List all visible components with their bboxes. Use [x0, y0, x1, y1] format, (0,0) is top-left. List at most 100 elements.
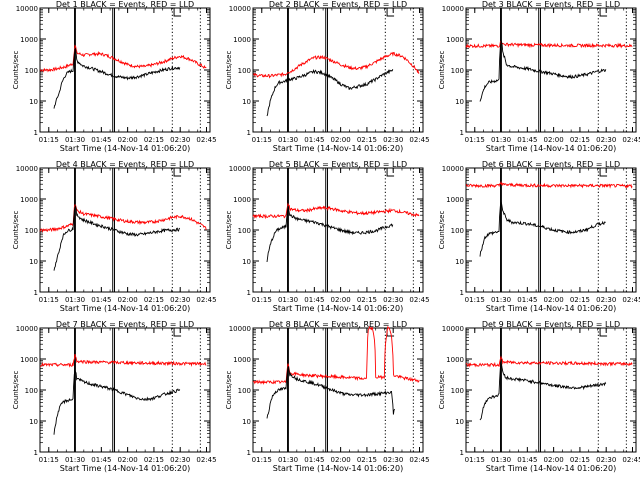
x-axis-label: Start Time (14-Nov-14 01:06:20)	[60, 144, 190, 153]
bracket-marker	[599, 328, 608, 337]
bracket-marker	[599, 168, 608, 177]
x-tick-label: 01:30	[278, 456, 298, 464]
x-tick-label: 02:00	[544, 136, 564, 144]
x-tick-label: 01:45	[91, 136, 111, 144]
x-tick-label: 01:15	[39, 456, 59, 464]
x-tick-label: 01:45	[517, 136, 537, 144]
plot-frame	[465, 7, 637, 133]
x-tick-label: 02:00	[118, 136, 138, 144]
lld-series-line	[39, 353, 207, 368]
x-tick-label: 02:45	[409, 456, 429, 464]
y-axis-label: Counts/sec	[12, 211, 20, 250]
y-axis-label: Counts/sec	[225, 371, 233, 410]
bracket-marker	[386, 8, 395, 17]
y-tick-label: 1	[247, 129, 251, 137]
x-tick-label: 02:15	[357, 136, 377, 144]
x-tick-label: 02:15	[570, 456, 590, 464]
x-axis-label: Start Time (14-Nov-14 01:06:20)	[273, 464, 403, 473]
y-tick-label: 1	[460, 289, 464, 297]
lld-series-line	[465, 40, 633, 49]
x-tick-label: 01:15	[465, 296, 485, 304]
y-tick-label: 10	[29, 98, 38, 106]
panel-title: Det 3 BLACK = Events, RED = LLD	[482, 0, 620, 9]
x-tick-label: 02:00	[331, 296, 351, 304]
x-tick-label: 02:45	[409, 136, 429, 144]
x-tick-label: 02:15	[144, 296, 164, 304]
x-tick-label: 02:45	[196, 456, 216, 464]
y-tick-label: 10000	[16, 165, 38, 173]
y-tick-label: 1000	[233, 36, 251, 44]
y-tick-label: 100	[238, 67, 251, 75]
x-tick-label: 01:45	[304, 136, 324, 144]
x-tick-label: 01:15	[39, 296, 59, 304]
x-tick-label: 02:30	[383, 456, 403, 464]
bracket-marker	[386, 168, 395, 177]
x-tick-label: 02:45	[622, 456, 640, 464]
y-tick-label: 10	[455, 258, 464, 266]
y-tick-label: 100	[451, 387, 464, 395]
detector-panel-5: 1 10 100 1000 10000 01:15 01:30 01:45 02:00 02:15…	[225, 160, 430, 313]
detector-panel-2: 1 10 100 1000 10000 01:15 01:30 01:45 02:00 02:15…	[225, 0, 430, 153]
lld-series-line	[39, 44, 207, 73]
y-tick-label: 100	[25, 67, 38, 75]
events-series-line	[53, 369, 181, 435]
y-tick-label: 10000	[229, 165, 251, 173]
lld-series-line	[252, 325, 420, 386]
y-axis-label: Counts/sec	[225, 51, 233, 90]
lld-series-line	[252, 202, 420, 220]
y-tick-label: 10	[455, 418, 464, 426]
y-tick-label: 10	[242, 98, 251, 106]
events-series-line	[266, 68, 394, 117]
detector-panel-1: 1 10 100 1000 10000 01:15 01:30 01:45 02:00 02:15…	[12, 0, 217, 153]
events-series-line	[53, 204, 181, 271]
x-tick-label: 02:00	[544, 296, 564, 304]
y-tick-label: 1000	[20, 36, 38, 44]
plot-frame	[465, 327, 637, 453]
x-axis-label: Start Time (14-Nov-14 01:06:20)	[60, 464, 190, 473]
y-tick-label: 10000	[229, 5, 251, 13]
y-tick-label: 1000	[233, 196, 251, 204]
x-tick-label: 01:30	[278, 136, 298, 144]
y-axis-label: Counts/sec	[438, 371, 446, 410]
x-tick-label: 01:30	[65, 456, 85, 464]
x-tick-label: 02:00	[331, 456, 351, 464]
y-tick-label: 1	[460, 449, 464, 457]
y-tick-label: 100	[25, 387, 38, 395]
detector-panel-7: 1 10 100 1000 10000 01:15 01:30 01:45 02:00 02:15…	[12, 320, 217, 473]
x-tick-label: 02:30	[596, 296, 616, 304]
x-tick-label: 02:00	[544, 456, 564, 464]
detector-panel-6: 1 10 100 1000 10000 01:15 01:30 01:45 02:00 02:15…	[438, 160, 640, 313]
y-tick-label: 10000	[16, 5, 38, 13]
x-tick-label: 02:30	[170, 296, 190, 304]
x-tick-label: 02:30	[170, 136, 190, 144]
x-tick-label: 02:15	[144, 456, 164, 464]
x-tick-label: 02:15	[570, 136, 590, 144]
x-tick-label: 02:30	[383, 296, 403, 304]
x-axis-label: Start Time (14-Nov-14 01:06:20)	[486, 464, 616, 473]
events-series-line	[479, 362, 607, 421]
y-tick-label: 1	[34, 449, 38, 457]
x-tick-label: 01:30	[491, 456, 511, 464]
x-tick-label: 02:15	[357, 456, 377, 464]
y-tick-label: 1	[247, 449, 251, 457]
y-tick-label: 1000	[233, 356, 251, 364]
events-series-line	[53, 47, 181, 109]
lld-series-line	[465, 180, 633, 189]
y-tick-label: 1000	[20, 356, 38, 364]
x-tick-label: 02:15	[144, 136, 164, 144]
x-tick-label: 02:30	[596, 136, 616, 144]
x-tick-label: 01:15	[252, 296, 272, 304]
panel-title: Det 8 BLACK = Events, RED = LLD	[269, 320, 407, 329]
x-tick-label: 01:30	[278, 296, 298, 304]
panel-title: Det 7 BLACK = Events, RED = LLD	[56, 320, 194, 329]
x-tick-label: 01:45	[91, 456, 111, 464]
bracket-marker	[173, 168, 182, 177]
y-axis-label: Counts/sec	[438, 51, 446, 90]
bracket-marker	[599, 8, 608, 17]
x-tick-label: 02:00	[331, 136, 351, 144]
y-tick-label: 100	[238, 227, 251, 235]
x-tick-label: 01:15	[252, 136, 272, 144]
x-axis-label: Start Time (14-Nov-14 01:06:20)	[486, 304, 616, 313]
plot-frame	[39, 7, 211, 133]
y-tick-label: 1	[460, 129, 464, 137]
